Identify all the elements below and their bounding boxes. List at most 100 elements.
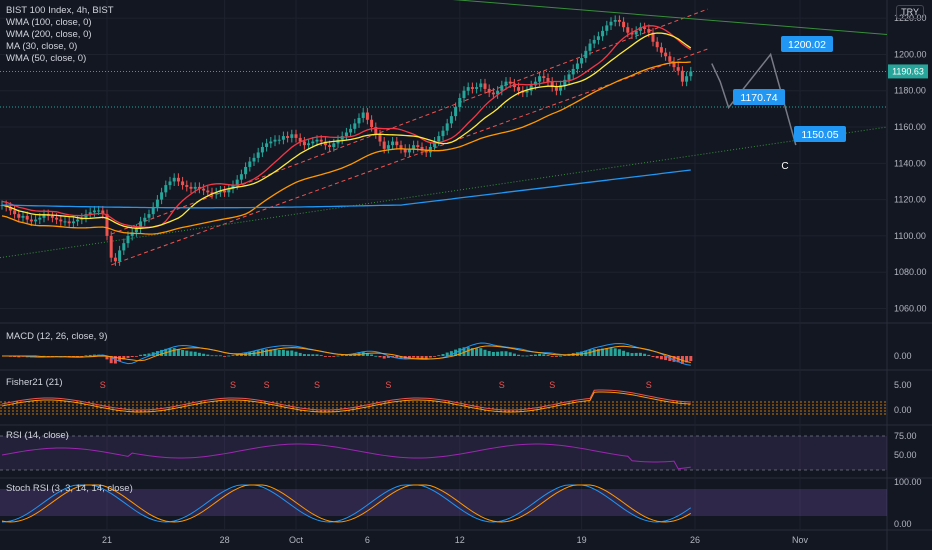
macd-histogram-bar [685,356,689,363]
macd-histogram-bar [659,356,663,360]
candle-body [42,214,46,218]
macd-histogram-bar [470,348,474,356]
candle-body [470,87,474,89]
macd-histogram-bar [143,354,147,356]
stoch-d-line [1,484,692,523]
legend-wma50[interactable]: WMA (50, close, 0) [6,53,87,64]
time-tick-label: 12 [455,535,465,545]
rsi-tick-label: 75.00 [894,431,917,441]
callout-box [733,89,785,105]
macd-histogram-bar [134,356,138,357]
candle-body [302,141,306,146]
stoch-rsi-label[interactable]: Stoch RSI (3, 3, 14, 14, close) [6,483,133,494]
candle-body [25,215,29,220]
rsi-pane[interactable] [0,435,887,471]
candle-body [529,85,533,91]
rsi-label[interactable]: RSI (14, close) [6,430,69,441]
annotations[interactable]: 1170.74 1200.02 1150.05 C [711,36,846,172]
candle-body [517,87,521,91]
macd-histogram-bar [298,352,302,356]
macd-histogram-bar [227,355,231,357]
candle-body [475,87,479,89]
candle-body [609,21,613,26]
candle-body [508,81,512,84]
macd-histogram-bar [655,356,659,359]
macd-histogram-bar [172,348,176,356]
macd-pane[interactable] [2,342,693,366]
candle-body [504,81,508,86]
macd-histogram-bar [433,356,437,357]
candle-body [588,43,592,51]
macd-label[interactable]: MACD (12, 26, close, 9) [6,331,108,342]
candle-body [672,61,676,68]
candle-body [630,32,634,35]
candle-body [277,139,281,141]
macd-histogram-bar [286,350,290,356]
callout-1200[interactable]: 1200.02 [781,36,833,52]
macd-histogram-bar [378,356,382,358]
legend-wma200[interactable]: WMA (200, close, 0) [6,29,92,40]
time-axis[interactable]: 21 28 Oct 6 12 19 26 Nov [102,535,809,545]
candle-body [193,186,197,189]
projection-path [711,52,797,146]
candle-body [668,56,672,62]
macd-histogram-bar [311,354,315,356]
macd-histogram-bar [622,350,626,356]
macd-histogram-bar [529,354,533,356]
candle-body [643,27,647,30]
time-tick-label: 28 [220,535,230,545]
macd-histogram-bar [512,353,516,356]
candle-body [525,90,529,93]
macd-histogram-bar [290,350,294,356]
candle-body [496,90,500,95]
price-pane[interactable] [0,0,888,266]
macd-histogram-bar [689,356,693,362]
fisher-signal-marker: S [646,380,652,390]
candle-body [546,78,550,82]
macd-histogram-bar [92,354,96,356]
macd-histogram-bar [386,356,390,358]
candle-body [21,215,25,218]
candle-body [8,206,12,211]
symbol-title[interactable]: BIST 100 Index, 4h, BIST [6,5,114,16]
price-axis[interactable]: 1220.001200.001180.001160.001140.001120.… [888,13,928,529]
legend-ma30[interactable]: MA (30, close, 0) [6,41,78,52]
candle-body [210,192,214,195]
stoch-pane[interactable] [0,484,887,523]
macd-histogram-bar [617,349,621,356]
macd-histogram-bar [437,355,441,357]
macd-histogram-bar [88,354,92,356]
candle-body [407,148,411,153]
callout-1170[interactable]: 1170.74 [733,89,785,105]
macd-histogram-bar [651,356,655,357]
macd-histogram-bar [407,356,411,359]
time-tick-label: 26 [690,535,700,545]
macd-histogram-bar [647,354,651,356]
fisher-label[interactable]: Fisher21 (21) [6,377,63,388]
legend-wma100[interactable]: WMA (100, close, 0) [6,17,92,28]
candle-body [118,250,122,262]
candle-body [412,145,416,149]
macd-histogram-bar [340,355,344,356]
candle-body [273,139,277,142]
price-tick-label: 1120.00 [894,195,926,205]
last-price-label: 1190.63 [892,66,924,76]
currency-badge[interactable]: TRY [896,5,924,19]
macd-histogram-bar [546,355,550,356]
candle-body [382,141,386,149]
candle-body [437,136,441,142]
macd-histogram-bar [130,356,134,358]
macd-histogram-bar [672,356,676,362]
macd-histogram-bar [155,351,159,356]
candle-body [139,221,143,229]
macd-histogram-bar [554,356,558,357]
wma100-line [1,25,692,228]
candle-body [483,83,487,89]
time-tick-label: Oct [289,535,304,545]
callout-1150[interactable]: 1150.05 [794,126,846,142]
candle-body [252,157,256,162]
candle-body [113,257,117,262]
candle-body [155,199,159,207]
